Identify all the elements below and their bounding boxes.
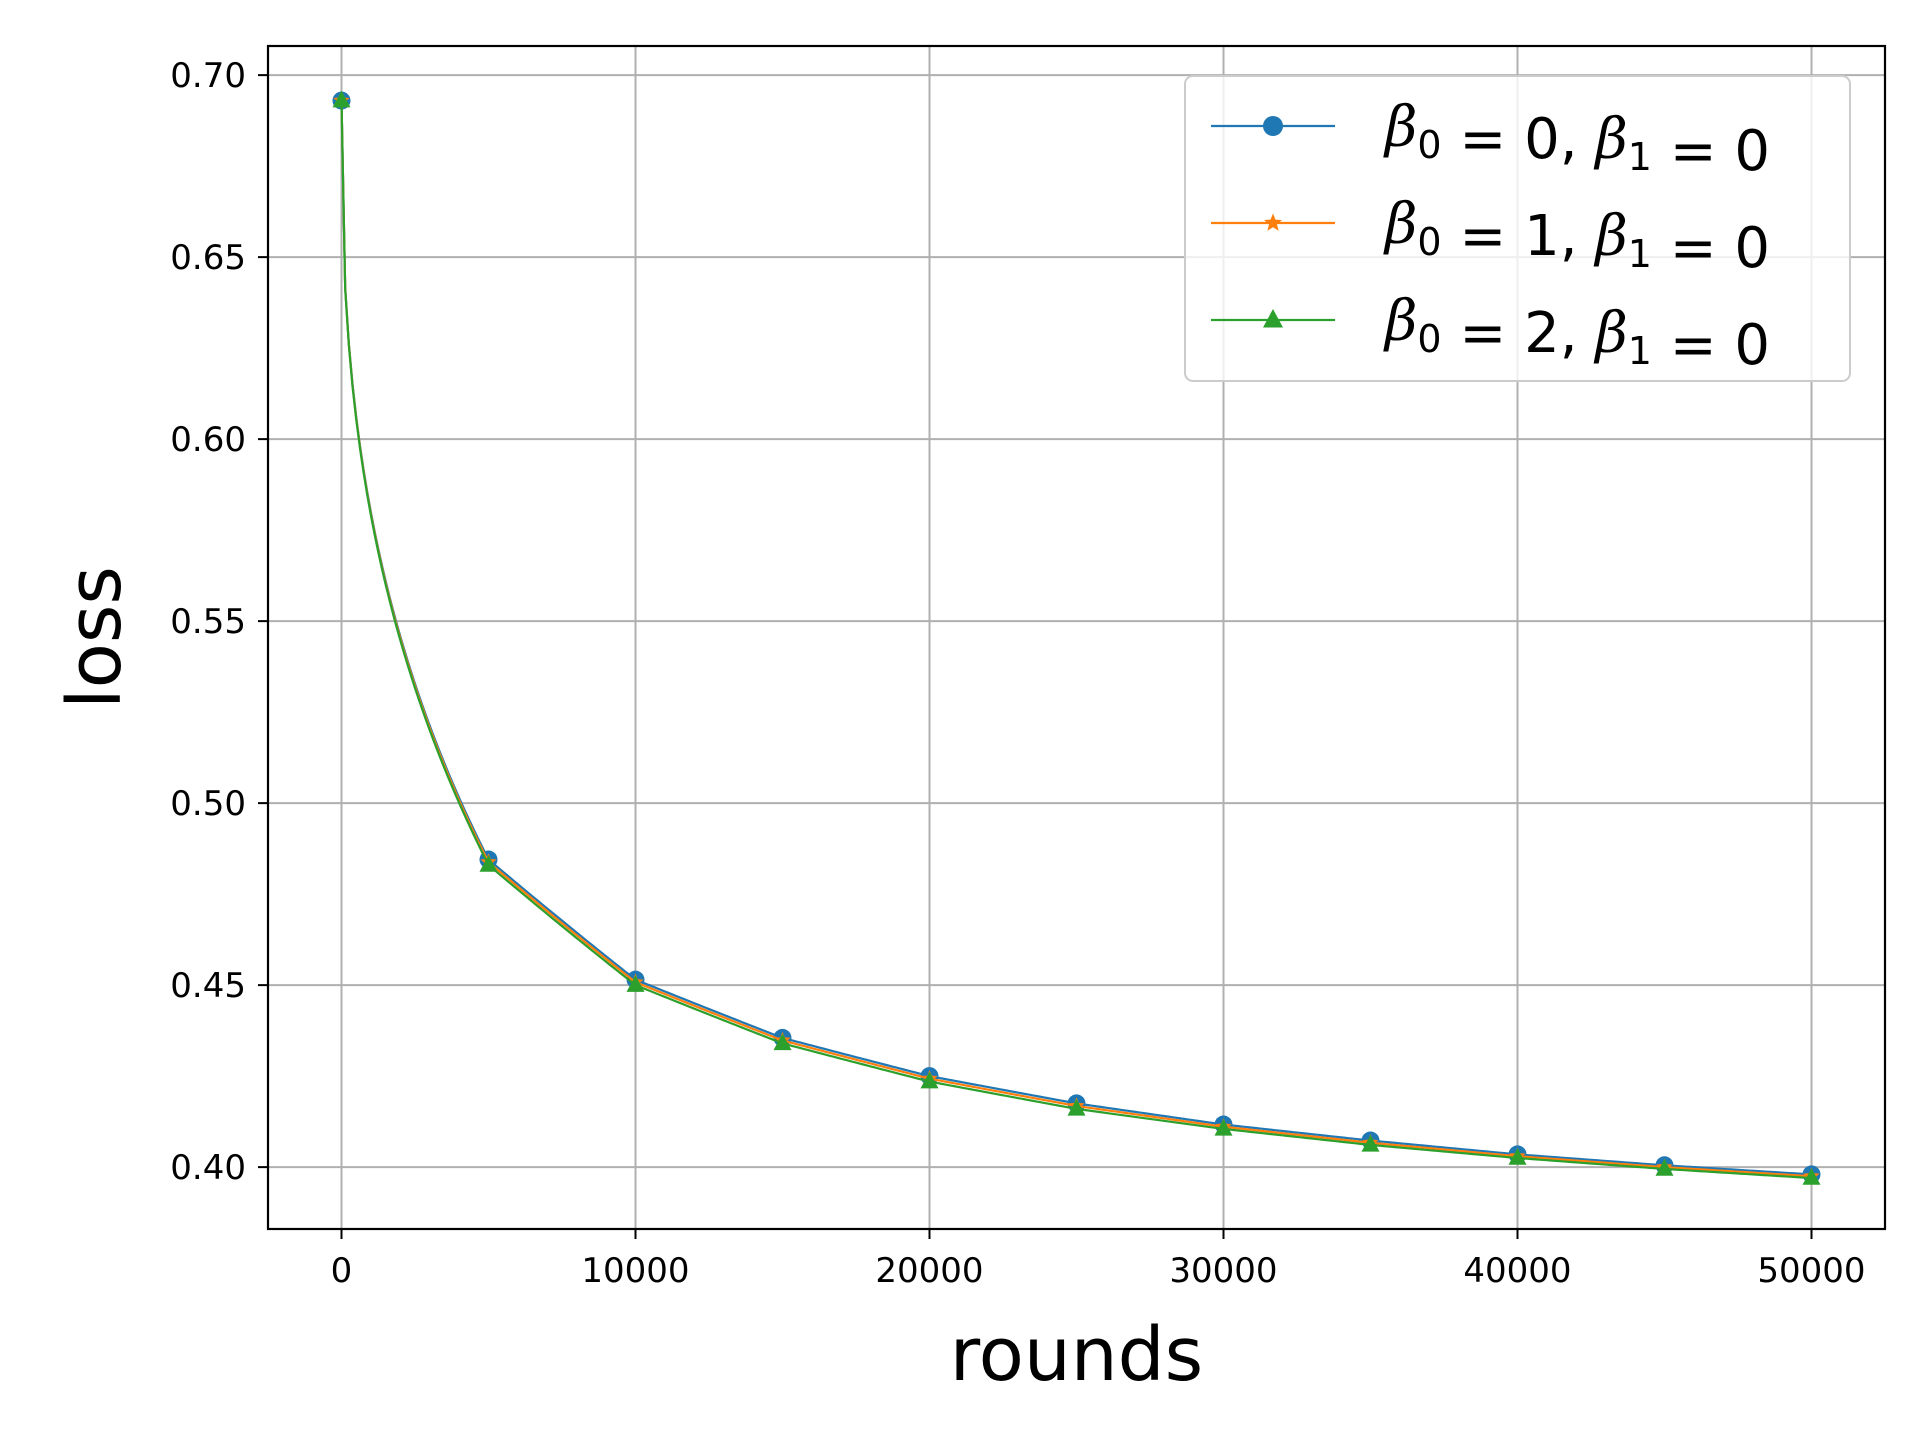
x-tick-label: 10000 <box>581 1251 689 1291</box>
data-point <box>1067 1098 1086 1116</box>
y-tick-label: 0.60 <box>170 420 246 460</box>
data-point <box>479 855 498 872</box>
x-tick-label: 20000 <box>875 1251 983 1291</box>
x-tick-label: 50000 <box>1757 1251 1865 1291</box>
y-tick-label: 0.65 <box>170 238 246 278</box>
legend-entry: β0 = 2, β1 = 0 <box>1211 289 1770 378</box>
data-point <box>1655 1159 1674 1176</box>
x-tick-label: 40000 <box>1463 1251 1571 1291</box>
series-layer <box>332 90 1821 1185</box>
data-point <box>1802 1168 1821 1185</box>
data-point <box>332 90 351 108</box>
y-tick-label: 0.45 <box>170 966 246 1006</box>
axis-ticks: 0 10000 20000 30000 40000 50000 0.40 0.45 0.50 0.… <box>170 56 1865 1291</box>
data-point <box>626 975 645 992</box>
legend-marker <box>1263 213 1283 231</box>
y-tick-label: 0.40 <box>170 1148 246 1188</box>
data-point <box>1361 1135 1380 1152</box>
y-tick-label: 0.50 <box>170 784 246 824</box>
x-axis-title: rounds <box>950 1312 1203 1398</box>
legend-label: β0 = 1, β1 = 0 <box>1383 192 1770 281</box>
grid <box>268 46 1885 1229</box>
y-tick-label: 0.55 <box>170 602 246 642</box>
y-axis-title: loss <box>52 566 138 709</box>
y-tick-label: 0.70 <box>170 56 246 96</box>
legend-marker <box>1263 309 1283 328</box>
series-3 <box>332 90 1821 1185</box>
data-point <box>1508 1148 1527 1165</box>
x-tick-label: 0 <box>331 1251 353 1291</box>
legend-entry: β0 = 1, β1 = 0 <box>1211 192 1770 281</box>
data-point <box>920 1071 939 1089</box>
data-point <box>773 1033 792 1051</box>
legend-box <box>1184 75 1851 382</box>
legend-entry: β0 = 0, β1 = 0 <box>1211 95 1770 184</box>
data-point <box>1214 1119 1233 1136</box>
x-tick-label: 30000 <box>1169 1251 1277 1291</box>
legend-marker <box>1263 116 1283 136</box>
plot-frame <box>266 44 1887 1231</box>
legend-label: β0 = 0, β1 = 0 <box>1383 95 1770 184</box>
legend: β0 = 0, β1 = 0β0 = 1, β1 = 0β0 = 2, β1 =… <box>1184 75 1851 382</box>
legend-label: β0 = 2, β1 = 0 <box>1383 289 1770 378</box>
